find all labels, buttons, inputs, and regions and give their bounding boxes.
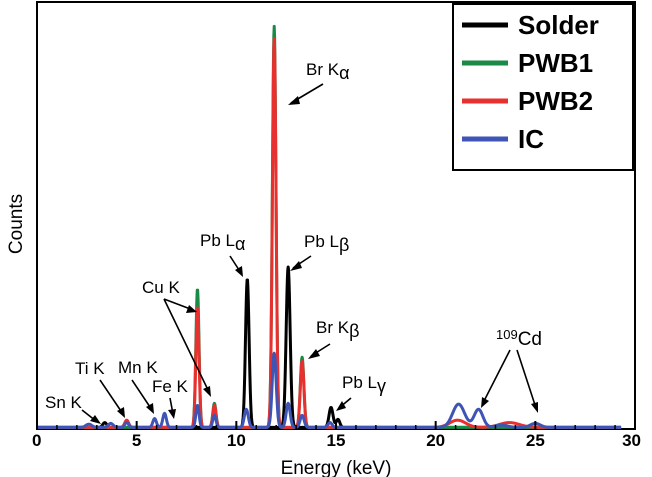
arrow-cd-109-2 [516, 349, 537, 409]
annotation-pb-l-beta: Pb Lβ [304, 232, 349, 255]
x-tick-label: 5 [132, 431, 141, 450]
arrowhead-br-k-beta [308, 349, 320, 359]
annotation-br-k-beta: Br Kβ [316, 318, 359, 341]
arrowhead-pb-l-beta [290, 261, 302, 271]
annotations: Br Kα Pb Lα Pb Lβ Cu K Br Kβ Pb Lγ Ti K … [45, 60, 542, 424]
x-tick-label: 30 [622, 431, 641, 450]
arrowhead-pb-l-alpha [235, 266, 243, 277]
legend-label-solder: Solder [518, 10, 599, 40]
arrow-cd-109-1 [482, 349, 511, 404]
x-tick-label: 15 [327, 431, 346, 450]
annotation-sn-k: Sn K [45, 393, 83, 412]
arrow-cu-k-2 [163, 298, 210, 393]
y-axis-label: Counts [6, 194, 27, 254]
annotation-mn-k: Mn K [118, 358, 158, 377]
arrowhead-fe-k [168, 409, 176, 419]
arrowhead-cd-109-1 [481, 397, 489, 408]
legend: Solder PWB1 PWB2 IC [452, 3, 634, 171]
arrowhead-cd-109-2 [531, 402, 538, 413]
series-layer [35, 24, 623, 429]
legend-box [452, 3, 634, 171]
annotation-cd-109: 109Cd [496, 327, 542, 350]
legend-label-pwb1: PWB1 [518, 48, 593, 78]
tick-layer: 0 5 10 15 20 25 30 [32, 421, 641, 450]
arrowhead-cu-k-2 [203, 386, 211, 397]
arrowhead-mn-k [146, 403, 154, 414]
arrowhead-cu-k-1 [186, 305, 197, 313]
annotation-ti-k: Ti K [75, 359, 105, 378]
arrowhead-ti-k [117, 407, 125, 418]
arrowhead-pb-l-gamma [336, 401, 346, 411]
x-axis-label: Energy (keV) [281, 458, 392, 477]
x-tick-label: 0 [32, 431, 41, 450]
x-tick-label: 25 [526, 431, 545, 450]
arrowhead-br-k-alpha [288, 96, 300, 105]
annotation-br-k-alpha: Br Kα [306, 60, 349, 83]
legend-label-ic: IC [518, 124, 544, 154]
arrow-ti-k [99, 379, 124, 415]
annotation-pb-l-alpha: Pb Lα [200, 231, 245, 254]
legend-label-pwb2: PWB2 [518, 86, 593, 116]
arrowhead-sn-k [90, 415, 101, 424]
series-line-ic [35, 351, 623, 429]
x-tick-label: 20 [426, 431, 445, 450]
annotation-pb-l-gamma: Pb Lγ [342, 373, 386, 396]
annotation-fe-k: Fe K [152, 377, 189, 396]
arrow-mn-k [131, 379, 153, 411]
x-tick-label: 10 [227, 431, 246, 450]
annotation-cu-k: Cu K [142, 278, 180, 297]
